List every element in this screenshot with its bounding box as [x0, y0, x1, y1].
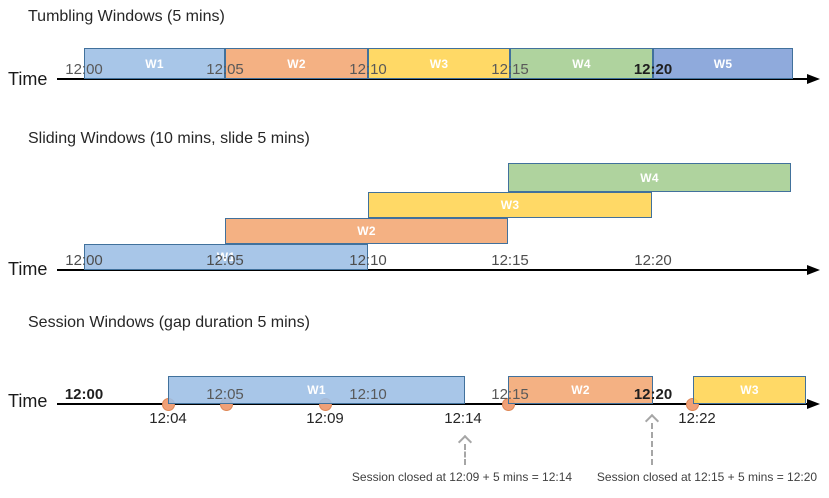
- sliding-window-w4: W4: [508, 163, 791, 192]
- window-label: W3: [740, 383, 759, 397]
- sliding-title: Sliding Windows (10 mins, slide 5 mins): [28, 130, 310, 147]
- tick-label: 12:10: [349, 61, 387, 78]
- tumbling-title: Tumbling Windows (5 mins): [28, 8, 225, 25]
- sliding-window-w2: W2: [225, 218, 508, 244]
- tick-label: 12:20: [634, 252, 672, 269]
- tumbling-window-w3: W3: [368, 48, 510, 79]
- window-label: W1: [145, 56, 164, 71]
- tick-label: 12:00: [64, 386, 104, 403]
- tumbling-window-w5: W5: [653, 48, 793, 79]
- tumbling-axis-arrowhead-icon: [807, 74, 820, 84]
- event-time-label: 12:09: [306, 410, 344, 427]
- window-label: W5: [713, 56, 733, 71]
- tick-label: 12:05: [206, 252, 244, 269]
- tumbling-window-w4: W4: [510, 48, 653, 79]
- tick-label: 12:15: [491, 386, 529, 403]
- event-time-label: 12:04: [149, 410, 187, 427]
- dashed-arrow-stem: [464, 444, 466, 465]
- window-label: W1: [307, 383, 326, 397]
- tick-label: 12:05: [206, 61, 244, 78]
- dashed-arrow-stem: [651, 423, 653, 465]
- tick-label: 12:10: [349, 386, 387, 403]
- window-label: W2: [357, 224, 376, 238]
- session-window-w3: W3: [693, 376, 806, 404]
- sliding-window-w3: W3: [368, 192, 652, 218]
- tumbling-timeline-axis: [57, 78, 808, 80]
- tick-label: 12:20: [633, 386, 673, 403]
- window-label: W1: [216, 250, 236, 264]
- sliding-window-w1: W1: [84, 244, 368, 270]
- session-timeline-axis: [57, 403, 808, 405]
- session-window-w2: W2: [508, 376, 653, 404]
- tick-label: 12:15: [491, 61, 529, 78]
- event-time-label: 12:14: [444, 410, 482, 427]
- tick-label: 12:00: [65, 252, 103, 269]
- window-label: W4: [640, 170, 659, 185]
- tick-label: 12:00: [65, 61, 103, 78]
- window-label: W3: [500, 198, 520, 212]
- session-axis-arrowhead-icon: [807, 399, 820, 409]
- sliding-timeline-axis: [57, 269, 808, 271]
- tumbling-time-axis-label: Time: [8, 69, 48, 89]
- sliding-axis-arrowhead-icon: [807, 265, 820, 275]
- event-time-label: 12:22: [678, 410, 716, 427]
- tumbling-window-w2: W2: [225, 48, 368, 79]
- window-label: W2: [571, 383, 590, 397]
- session-title: Session Windows (gap duration 5 mins): [28, 314, 310, 331]
- session-window-w1: W1: [168, 376, 465, 404]
- tick-label: 12:20: [633, 61, 673, 78]
- session-time-axis-label: Time: [8, 391, 48, 411]
- tick-label: 12:05: [206, 386, 244, 403]
- window-label: W3: [429, 56, 449, 71]
- window-label: W2: [287, 56, 306, 71]
- session-closed-annotation-1: Session closed at 12:09 + 5 mins = 12:14: [351, 470, 573, 484]
- tick-label: 12:15: [491, 252, 529, 269]
- tick-label: 12:10: [349, 252, 387, 269]
- sliding-time-axis-label: Time: [8, 259, 48, 279]
- session-closed-annotation-2: Session closed at 12:15 + 5 mins = 12:20: [596, 470, 818, 484]
- window-label: W4: [572, 56, 591, 71]
- tumbling-window-w1: W1: [84, 48, 225, 79]
